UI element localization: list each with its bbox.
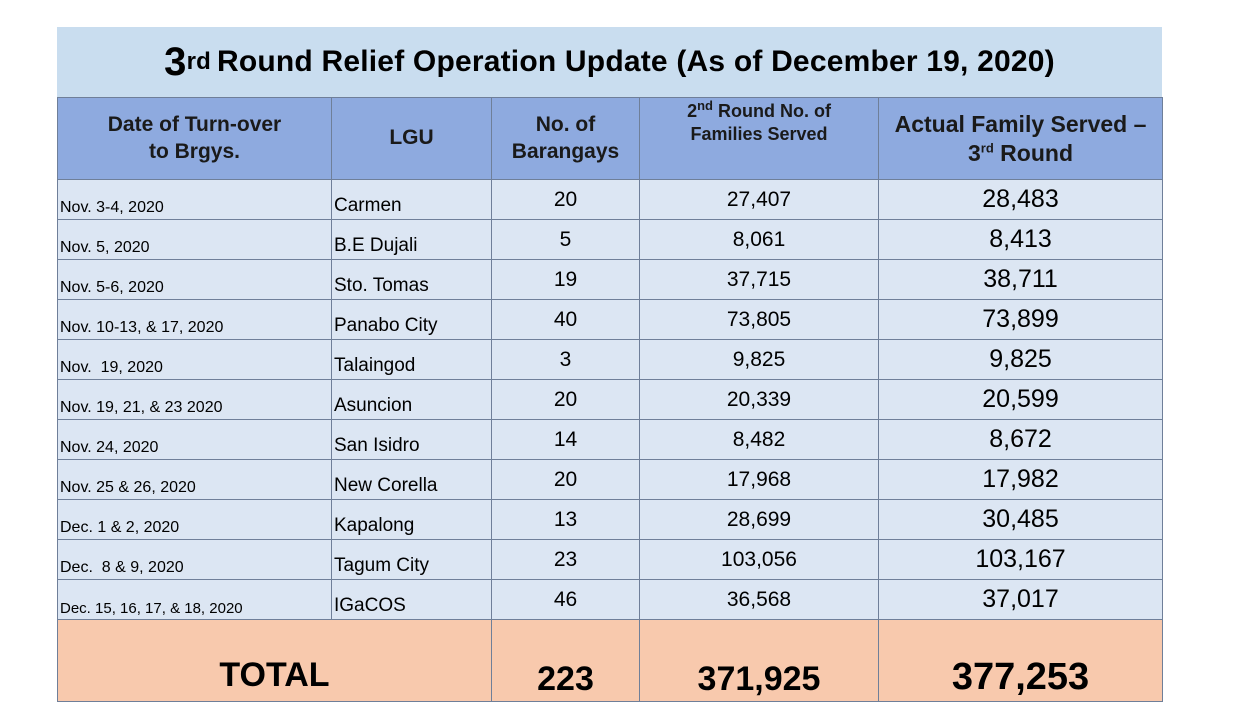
total-barangays: 223 bbox=[491, 619, 640, 702]
cell-actual-served: 20,599 bbox=[878, 379, 1163, 420]
cell-actual-served: 8,672 bbox=[878, 419, 1163, 460]
cell-lgu: Asuncion bbox=[331, 379, 492, 420]
cell-barangays: 46 bbox=[491, 579, 640, 620]
cell-second-round: 17,968 bbox=[639, 459, 879, 500]
cell-lgu: B.E Dujali bbox=[331, 219, 492, 260]
cell-date: Nov. 5, 2020 bbox=[57, 219, 332, 260]
header-barangays: No. of Barangays bbox=[491, 97, 640, 180]
header-actual-served: Actual Family Served – 3rd Round bbox=[878, 97, 1163, 180]
header-row: Date of Turn-over to Brgys. LGU No. of B… bbox=[57, 97, 1163, 180]
total-label: TOTAL bbox=[57, 619, 492, 702]
cell-actual-served: 28,483 bbox=[878, 179, 1163, 220]
cell-barangays: 20 bbox=[491, 379, 640, 420]
title-text: Round Relief Operation Update (As of Dec… bbox=[216, 45, 1055, 78]
cell-lgu: Panabo City bbox=[331, 299, 492, 340]
total-actual-served: 377,253 bbox=[878, 619, 1163, 702]
cell-actual-served: 73,899 bbox=[878, 299, 1163, 340]
cell-actual-served: 30,485 bbox=[878, 499, 1163, 540]
table-row: Dec. 8 & 9, 2020 Tagum City 23 103,056 1… bbox=[57, 539, 1163, 580]
cell-second-round: 27,407 bbox=[639, 179, 879, 220]
cell-lgu: New Corella bbox=[331, 459, 492, 500]
cell-lgu: Sto. Tomas bbox=[331, 259, 492, 300]
table-row: Nov. 24, 2020 San Isidro 14 8,482 8,672 bbox=[57, 419, 1163, 460]
title-number: 3 bbox=[164, 40, 187, 84]
cell-barangays: 20 bbox=[491, 459, 640, 500]
table-row: Dec. 15, 16, 17, & 18, 2020 IGaCOS 46 36… bbox=[57, 579, 1163, 620]
cell-second-round: 28,699 bbox=[639, 499, 879, 540]
cell-barangays: 40 bbox=[491, 299, 640, 340]
cell-date: Nov. 25 & 26, 2020 bbox=[57, 459, 332, 500]
cell-barangays: 20 bbox=[491, 179, 640, 220]
cell-date: Nov. 24, 2020 bbox=[57, 419, 332, 460]
cell-actual-served: 9,825 bbox=[878, 339, 1163, 380]
cell-lgu: San Isidro bbox=[331, 419, 492, 460]
table-row: Nov. 3-4, 2020 Carmen 20 27,407 28,483 bbox=[57, 179, 1163, 220]
cell-lgu: Talaingod bbox=[331, 339, 492, 380]
cell-lgu: Tagum City bbox=[331, 539, 492, 580]
cell-barangays: 3 bbox=[491, 339, 640, 380]
cell-date: Nov. 5-6, 2020 bbox=[57, 259, 332, 300]
cell-barangays: 19 bbox=[491, 259, 640, 300]
cell-date: Nov. 19, 21, & 23 2020 bbox=[57, 379, 332, 420]
cell-second-round: 8,482 bbox=[639, 419, 879, 460]
cell-second-round: 9,825 bbox=[639, 339, 879, 380]
header-date: Date of Turn-over to Brgys. bbox=[57, 97, 332, 180]
cell-barangays: 5 bbox=[491, 219, 640, 260]
header-lgu: LGU bbox=[331, 97, 492, 180]
cell-lgu: Kapalong bbox=[331, 499, 492, 540]
cell-date: Dec. 15, 16, 17, & 18, 2020 bbox=[57, 579, 332, 620]
cell-barangays: 13 bbox=[491, 499, 640, 540]
cell-second-round: 37,715 bbox=[639, 259, 879, 300]
cell-date: Dec. 1 & 2, 2020 bbox=[57, 499, 332, 540]
cell-date: Nov. 19, 2020 bbox=[57, 339, 332, 380]
cell-lgu: IGaCOS bbox=[331, 579, 492, 620]
total-row: TOTAL 223 371,925 377,253 bbox=[57, 619, 1163, 702]
table-row: Nov. 5, 2020 B.E Dujali 5 8,061 8,413 bbox=[57, 219, 1163, 260]
cell-second-round: 36,568 bbox=[639, 579, 879, 620]
cell-actual-served: 103,167 bbox=[878, 539, 1163, 580]
cell-actual-served: 37,017 bbox=[878, 579, 1163, 620]
table-row: Nov. 10-13, & 17, 2020 Panabo City 40 73… bbox=[57, 299, 1163, 340]
cell-second-round: 73,805 bbox=[639, 299, 879, 340]
cell-date: Nov. 10-13, & 17, 2020 bbox=[57, 299, 332, 340]
table-row: Nov. 5-6, 2020 Sto. Tomas 19 37,715 38,7… bbox=[57, 259, 1163, 300]
table-row: Nov. 19, 2020 Talaingod 3 9,825 9,825 bbox=[57, 339, 1163, 380]
title-ordinal: rd bbox=[186, 48, 211, 75]
cell-actual-served: 8,413 bbox=[878, 219, 1163, 260]
cell-date: Dec. 8 & 9, 2020 bbox=[57, 539, 332, 580]
relief-table: Date of Turn-over to Brgys. LGU No. of B… bbox=[57, 97, 1163, 702]
table-row: Dec. 1 & 2, 2020 Kapalong 13 28,699 30,4… bbox=[57, 499, 1163, 540]
cell-actual-served: 17,982 bbox=[878, 459, 1163, 500]
cell-lgu: Carmen bbox=[331, 179, 492, 220]
cell-barangays: 23 bbox=[491, 539, 640, 580]
cell-second-round: 20,339 bbox=[639, 379, 879, 420]
cell-barangays: 14 bbox=[491, 419, 640, 460]
table-row: Nov. 19, 21, & 23 2020 Asuncion 20 20,33… bbox=[57, 379, 1163, 420]
header-second-round: 2nd Round No. of Families Served bbox=[639, 97, 879, 180]
cell-actual-served: 38,711 bbox=[878, 259, 1163, 300]
table-row: Nov. 25 & 26, 2020 New Corella 20 17,968… bbox=[57, 459, 1163, 500]
cell-date: Nov. 3-4, 2020 bbox=[57, 179, 332, 220]
cell-second-round: 8,061 bbox=[639, 219, 879, 260]
total-second-round: 371,925 bbox=[639, 619, 879, 702]
cell-second-round: 103,056 bbox=[639, 539, 879, 580]
